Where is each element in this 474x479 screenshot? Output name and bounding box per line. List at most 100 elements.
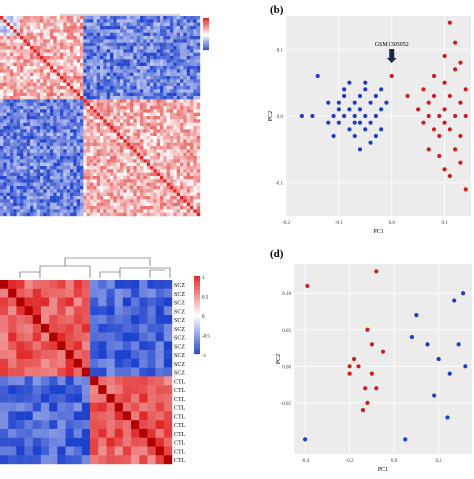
heatmap-a-cell	[170, 162, 174, 167]
heatmap-a-cell	[73, 152, 77, 157]
heatmap-a-cell	[53, 209, 57, 213]
row-label: SCZ	[174, 353, 185, 359]
heatmap-a-cell	[173, 52, 177, 57]
heatmap-a-cell	[16, 69, 21, 73]
heatmap-c-cell	[139, 376, 148, 386]
heatmap-c-cell	[163, 297, 173, 307]
heatmap-a-cell	[166, 196, 171, 200]
heatmap-a-cell	[153, 86, 157, 90]
heatmap-a-cell	[183, 56, 187, 60]
heatmap-a-cell	[6, 102, 11, 107]
heatmap-a-cell	[186, 112, 191, 117]
heatmap-a-cell	[126, 139, 131, 143]
heatmap-c-cell	[57, 315, 66, 325]
heatmap-a-cell	[53, 56, 57, 60]
heatmap-a-cell	[160, 159, 164, 163]
heatmap-a-cell	[36, 66, 41, 70]
heatmap-a-cell	[23, 92, 27, 97]
colorbar-c-step	[194, 317, 200, 319]
heatmap-a-cell	[176, 206, 181, 210]
heatmap-a-cell	[43, 62, 47, 67]
heatmap-a-cell	[136, 136, 141, 140]
heatmap-a-cell	[173, 146, 177, 150]
heatmap-a-cell	[66, 36, 71, 40]
heatmap-a-cell	[113, 52, 117, 57]
heatmap-a-cell	[103, 116, 107, 120]
heatmap-a-cell	[40, 46, 44, 50]
heatmap-a-cell	[173, 192, 177, 197]
heatmap-a-cell	[30, 62, 34, 67]
heatmap-a-cell	[23, 126, 27, 130]
heatmap-a-cell	[36, 196, 41, 200]
heatmap-a-cell	[103, 66, 107, 70]
heatmap-a-cell	[183, 92, 187, 97]
heatmap-a-cell	[166, 32, 171, 37]
heatmap-c-cell	[32, 376, 42, 386]
heatmap-a-cell	[26, 199, 31, 203]
heatmap-a-cell	[136, 192, 141, 197]
heatmap-a-cell	[116, 29, 121, 33]
heatmap-a-cell	[0, 209, 4, 213]
heatmap-a-cell	[60, 182, 64, 187]
heatmap-a-cell	[176, 149, 181, 153]
scatter-point	[351, 356, 357, 362]
heatmap-a-cell	[56, 132, 61, 137]
heatmap-a-cell	[156, 79, 161, 83]
heatmap-a-cell	[26, 66, 31, 70]
heatmap-a-cell	[30, 186, 34, 190]
heatmap-a-cell	[66, 46, 71, 50]
heatmap-a-cell	[73, 109, 77, 113]
heatmap-a-cell	[93, 16, 97, 20]
dendrogram-branch	[119, 267, 171, 278]
heatmap-a-cell	[66, 19, 71, 23]
heatmap-a-cell	[110, 192, 114, 197]
heatmap-a-cell	[96, 26, 101, 30]
heatmap-a-cell	[173, 29, 177, 33]
heatmap-a-cell	[126, 32, 131, 37]
heatmap-a-cell	[113, 16, 117, 20]
heatmap-a-cell	[63, 176, 67, 180]
heatmap-a-cell	[156, 192, 161, 197]
heatmap-a-cell	[186, 69, 191, 73]
heatmap-a-cell	[53, 46, 57, 50]
heatmap-a-cell	[10, 96, 14, 100]
row-label: CTL	[174, 379, 186, 385]
heatmap-a-cell	[133, 32, 137, 37]
heatmap-a-cell	[6, 172, 11, 177]
heatmap-a-cell	[103, 212, 107, 217]
heatmap-c-cell	[90, 306, 99, 316]
heatmap-a-cell	[93, 109, 97, 113]
heatmap-a-cell	[13, 62, 17, 67]
heatmap-a-cell	[190, 139, 194, 143]
heatmap-a-cell	[10, 46, 14, 50]
heatmap-a-cell	[103, 62, 107, 67]
heatmap-a-cell	[56, 46, 61, 50]
heatmap-a-cell	[46, 132, 51, 137]
heatmap-a-cell	[66, 32, 71, 37]
heatmap-a-cell	[173, 166, 177, 170]
heatmap-a-cell	[73, 172, 77, 177]
heatmap-a-cell	[106, 69, 111, 73]
heatmap-a-cell	[180, 19, 184, 23]
heatmap-a-cell	[26, 189, 31, 193]
heatmap-a-cell	[160, 42, 164, 47]
heatmap-a-cell	[123, 152, 127, 157]
heatmap-a-cell	[6, 92, 11, 97]
heatmap-a-cell	[86, 119, 91, 123]
heatmap-c-cell	[49, 428, 58, 438]
heatmap-a-cell	[173, 126, 177, 130]
heatmap-a-cell	[173, 156, 177, 160]
heatmap-a-cell	[20, 96, 24, 100]
heatmap-a-cell	[90, 182, 94, 187]
heatmap-c-cell	[139, 332, 148, 342]
heatmap-a-cell	[83, 49, 87, 53]
dendrogram-c	[19, 257, 171, 278]
colorbar-a-step	[203, 48, 209, 51]
heatmap-a-cell	[40, 189, 44, 193]
heatmap-a-cell	[76, 209, 81, 213]
heatmap-a-cell	[110, 182, 114, 187]
scatter-point	[310, 113, 315, 119]
heatmap-a-cell	[113, 89, 117, 93]
y-tick-label: 0.10	[282, 292, 291, 297]
heatmap-a-cell	[143, 192, 147, 197]
